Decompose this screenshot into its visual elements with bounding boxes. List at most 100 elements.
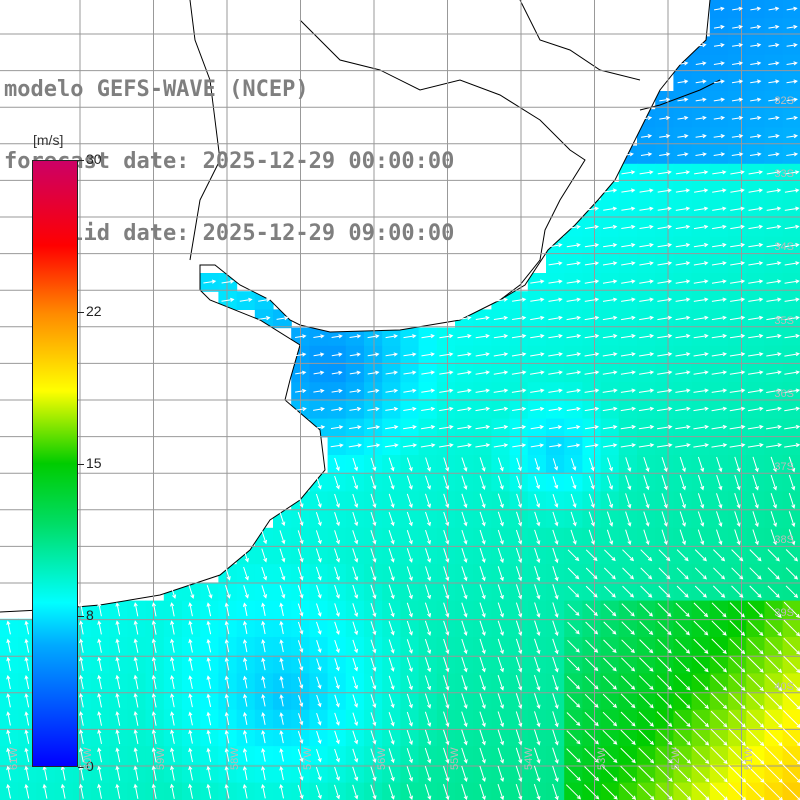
wind-arrow <box>388 712 395 727</box>
wind-arrow <box>711 333 728 339</box>
wind-arrow <box>602 784 618 800</box>
wind-arrow <box>388 766 395 782</box>
wind-arrow <box>479 493 486 509</box>
wind-arrow <box>331 370 343 375</box>
latitude-label: 34S <box>774 241 794 254</box>
wind-arrow <box>457 388 472 393</box>
wind-arrow <box>206 585 213 599</box>
wind-arrow <box>224 602 230 617</box>
wind-arrow <box>620 388 636 393</box>
wind-arrow <box>515 529 523 545</box>
wind-arrow <box>261 620 266 635</box>
wind-arrow <box>768 97 780 102</box>
wind-arrow <box>424 729 432 746</box>
wind-arrow <box>711 297 727 302</box>
wind-arrow <box>602 765 618 782</box>
wind-arrow <box>552 566 559 582</box>
wind-arrow <box>242 747 248 762</box>
wind-arrow <box>693 224 709 230</box>
wind-arrow <box>607 457 613 472</box>
wind-arrow <box>461 620 468 637</box>
wind-arrow <box>206 711 212 726</box>
wind-arrow <box>352 457 358 472</box>
wind-arrow <box>638 729 655 746</box>
title-valid-date: valid date: 2025-12-29 09:00:00 <box>4 221 455 246</box>
wind-arrow <box>657 261 673 266</box>
wind-arrow <box>716 511 723 527</box>
wind-arrow <box>206 638 212 653</box>
wind-arrow <box>497 747 505 764</box>
wind-arrow <box>370 675 377 690</box>
wind-arrow <box>530 388 545 393</box>
wind-arrow <box>493 315 509 320</box>
wind-arrow <box>115 602 121 617</box>
wind-arrow <box>620 406 637 412</box>
wind-arrow <box>713 61 725 66</box>
wind-arrow <box>479 729 486 746</box>
wind-arrow <box>294 407 307 412</box>
wind-arrow <box>497 547 504 564</box>
wind-arrow <box>370 766 377 782</box>
wind-arrow <box>352 511 359 527</box>
wind-arrow <box>620 333 636 339</box>
wind-arrow <box>589 457 595 472</box>
wind-arrow <box>424 602 432 618</box>
wind-arrow <box>497 675 504 691</box>
wind-arrow <box>621 657 636 672</box>
wind-arrow <box>170 693 175 708</box>
wind-arrow <box>567 425 581 430</box>
wind-arrow <box>602 693 618 709</box>
wind-arrow <box>170 674 175 690</box>
wind-arrow <box>766 388 782 393</box>
wind-arrow <box>766 170 782 175</box>
wind-arrow <box>661 511 668 527</box>
wind-arrow <box>497 729 505 746</box>
wind-arrow <box>588 511 595 527</box>
wind-arrow <box>588 493 595 509</box>
wind-arrow <box>714 6 725 11</box>
latitude-label: 36S <box>774 387 794 400</box>
wind-arrow <box>746 728 765 747</box>
wind-arrow <box>764 692 783 710</box>
land-area <box>0 0 710 612</box>
wind-arrow <box>497 475 504 490</box>
wind-arrow <box>710 692 728 710</box>
wind-arrow <box>661 529 668 546</box>
wind-arrow <box>552 620 559 637</box>
wind-arrow <box>388 475 395 490</box>
wind-arrow <box>497 620 504 636</box>
wind-arrow <box>729 638 746 655</box>
wind-arrow <box>713 97 726 102</box>
wind-arrow <box>603 188 618 193</box>
wind-arrow <box>786 152 799 157</box>
wind-arrow <box>643 493 650 509</box>
wind-arrow <box>406 639 413 654</box>
wind-arrow <box>788 529 796 546</box>
wind-arrow <box>534 493 541 509</box>
wind-arrow <box>584 315 600 321</box>
wind-arrow <box>497 693 504 709</box>
wind-arrow <box>331 352 343 357</box>
wind-arrow <box>692 692 709 709</box>
wind-arrow <box>661 493 668 509</box>
wind-arrow <box>406 657 413 673</box>
wind-arrow <box>315 548 322 563</box>
wind-arrow <box>349 425 362 430</box>
wind-arrow <box>352 548 359 563</box>
wind-arrow <box>766 188 782 193</box>
wind-arrow <box>784 352 800 357</box>
wind-arrow <box>530 297 545 302</box>
wind-arrow <box>785 549 799 562</box>
wind-arrow <box>511 352 527 357</box>
wind-arrow <box>621 188 636 193</box>
wind-arrow <box>367 334 380 339</box>
wind-arrow <box>730 224 745 230</box>
wind-arrow <box>675 620 690 636</box>
wind-arrow <box>765 443 783 448</box>
wind-arrow <box>752 511 759 528</box>
wind-arrow <box>79 783 84 799</box>
wind-arrow <box>656 729 673 746</box>
wind-arrow <box>170 729 175 744</box>
wind-arrow <box>6 620 11 635</box>
wind-arrow <box>242 729 248 744</box>
